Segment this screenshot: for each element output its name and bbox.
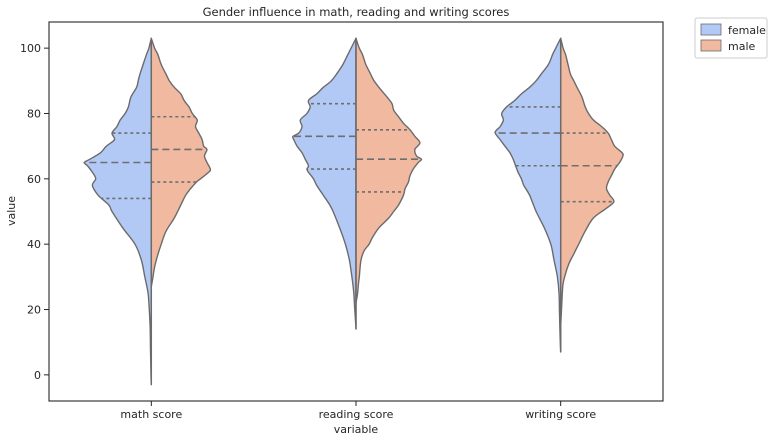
violin-male-writing-score — [560, 37, 624, 327]
y-tick-label: 60 — [27, 173, 41, 186]
violin-female-reading-score — [291, 37, 357, 330]
y-tick-label: 80 — [27, 107, 41, 120]
legend: female male — [694, 17, 768, 59]
x-tick-label: reading score — [319, 408, 394, 421]
quartile-lines-layer — [84, 102, 618, 203]
y-tick-label: 40 — [27, 238, 41, 251]
y-tick-label: 20 — [27, 304, 41, 317]
violin-female-math-score — [83, 37, 152, 386]
x-axis-label: variable — [334, 423, 379, 436]
plot-frame — [48, 21, 664, 402]
legend-label-female: female — [728, 24, 766, 37]
legend-label-male: male — [728, 40, 756, 53]
legend-swatch-male — [700, 39, 722, 52]
x-axis: math score reading score writing score — [120, 401, 596, 421]
legend-swatch-female — [700, 23, 722, 36]
violins-layer — [83, 37, 624, 386]
violin-male-reading-score — [355, 37, 423, 304]
x-tick-label: math score — [120, 408, 182, 421]
chart-title: Gender influence in math, reading and wr… — [203, 5, 510, 19]
x-tick-label: writing score — [525, 408, 596, 421]
y-tick-label: 100 — [20, 42, 41, 55]
y-axis: 0 20 40 60 80 100 — [20, 42, 49, 382]
y-tick-label: 0 — [34, 369, 41, 382]
y-axis-label: value — [5, 196, 18, 226]
violin-female-writing-score — [494, 37, 562, 353]
